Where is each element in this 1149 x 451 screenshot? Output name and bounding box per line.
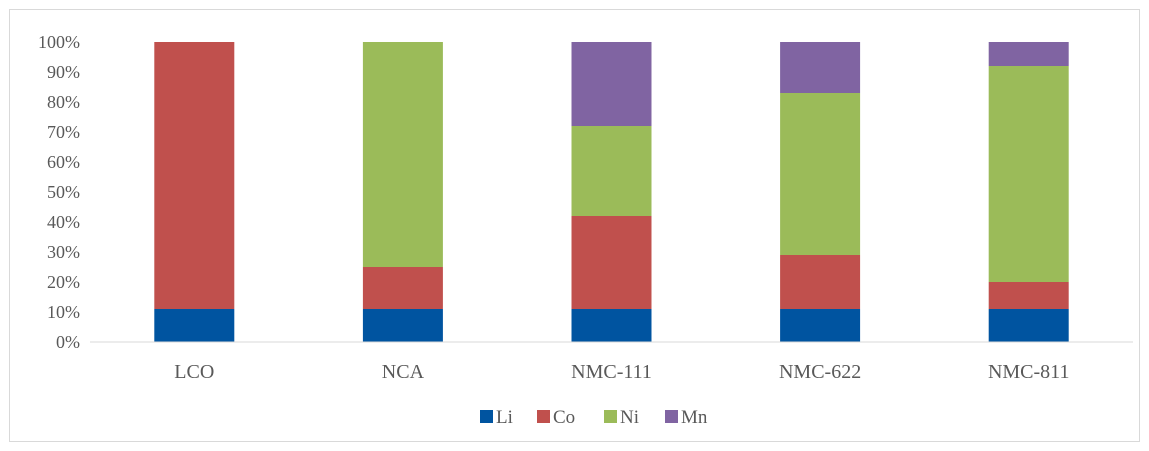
x-tick-label: LCO: [174, 361, 214, 383]
y-tick-label: 60%: [47, 152, 80, 172]
bar-segment-mn-nmc-622: [780, 42, 861, 93]
legend-swatch-li: [480, 410, 493, 423]
bar-segment-co-nca: [362, 267, 443, 309]
y-axis-tick-labels: 0% 10% 20% 30% 40% 50% 60% 70% 80% 90% 100%: [38, 32, 80, 352]
legend-swatch-mn: [665, 410, 678, 423]
y-tick-label: 50%: [47, 182, 80, 202]
bar-segment-ni-nmc-622: [780, 93, 861, 255]
y-tick-label: 0%: [56, 332, 80, 352]
x-tick-label: NMC-811: [988, 361, 1069, 383]
legend: Li Co Ni Mn: [480, 407, 708, 428]
bar-segment-li-nca: [362, 309, 443, 342]
y-tick-label: 100%: [38, 32, 80, 52]
legend-label-mn: Mn: [681, 407, 708, 428]
bar-segment-co-nmc-811: [988, 282, 1069, 309]
bar-segment-ni-nmc-811: [988, 66, 1069, 282]
legend-swatch-co: [537, 410, 550, 423]
bars-group: [154, 42, 1069, 342]
y-tick-label: 20%: [47, 272, 80, 292]
bar-segment-li-lco: [154, 309, 235, 342]
y-tick-label: 30%: [47, 242, 80, 262]
y-tick-label: 40%: [47, 212, 80, 232]
legend-label-co: Co: [553, 407, 575, 428]
y-tick-label: 10%: [47, 302, 80, 322]
legend-label-ni: Ni: [620, 407, 639, 428]
bar-segment-mn-nmc-811: [988, 42, 1069, 66]
legend-label-li: Li: [496, 407, 513, 428]
y-tick-label: 70%: [47, 122, 80, 142]
x-tick-label: NMC-622: [779, 361, 861, 383]
y-tick-label: 90%: [47, 62, 80, 82]
bar-segment-li-nmc-622: [780, 309, 861, 342]
bar-segment-ni-nca: [362, 42, 443, 267]
bar-segment-li-nmc-111: [571, 309, 652, 342]
bar-segment-ni-nmc-111: [571, 126, 652, 216]
x-axis-tick-labels: LCO NCA NMC-111 NMC-622 NMC-811: [174, 361, 1069, 383]
y-tick-label: 80%: [47, 92, 80, 112]
x-tick-label: NCA: [382, 361, 425, 383]
bar-segment-li-nmc-811: [988, 309, 1069, 342]
x-tick-label: NMC-111: [571, 361, 652, 383]
bar-segment-mn-nmc-111: [571, 42, 652, 126]
bar-segment-co-nmc-111: [571, 216, 652, 309]
bar-segment-co-nmc-622: [780, 255, 861, 309]
bar-segment-co-lco: [154, 42, 235, 309]
legend-swatch-ni: [604, 410, 617, 423]
